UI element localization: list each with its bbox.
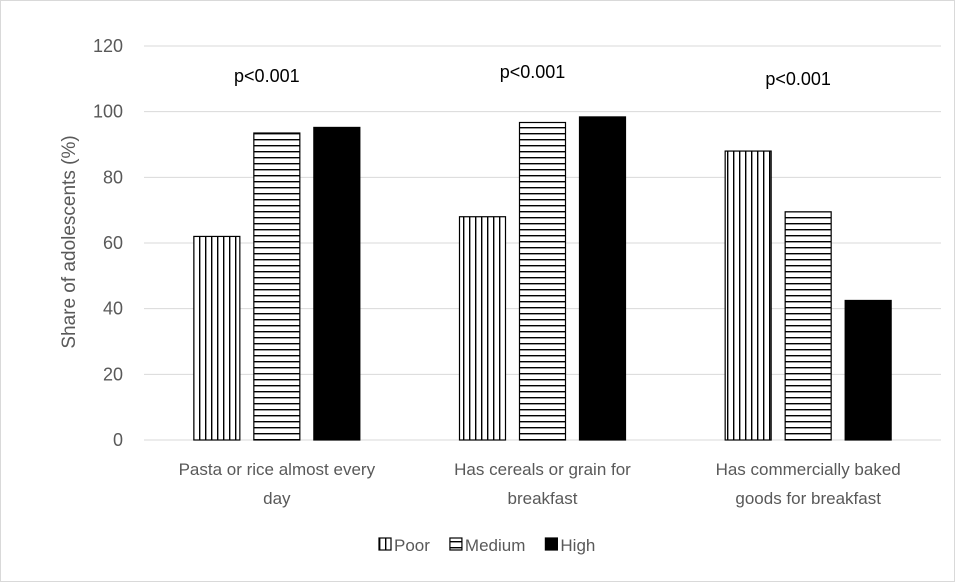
legend-swatch-poor xyxy=(378,537,392,551)
x-category-label: Pasta or rice almost every xyxy=(179,460,376,479)
legend-label-high: High xyxy=(560,536,595,555)
p-value-label: p<0.001 xyxy=(234,66,300,86)
x-category-label: goods for breakfast xyxy=(735,489,881,508)
y-tick-label: 60 xyxy=(103,233,123,253)
legend-label-medium: Medium xyxy=(465,536,525,555)
bar-high-1 xyxy=(313,126,361,441)
bar-poor-2 xyxy=(458,216,507,441)
legend-swatch-high xyxy=(544,537,558,551)
y-tick-label: 80 xyxy=(103,167,123,187)
y-axis-label: Share of adolescents (%) xyxy=(59,135,80,348)
legend-swatch-medium xyxy=(449,537,463,551)
bar-poor-1 xyxy=(193,235,241,441)
legend: Poor Medium High xyxy=(378,536,595,555)
legend-label-poor: Poor xyxy=(394,536,430,555)
bar-poor-3 xyxy=(724,150,772,441)
y-tick-label: 20 xyxy=(103,364,123,384)
y-tick-label: 120 xyxy=(93,36,123,56)
p-value-label: p<0.001 xyxy=(765,69,831,89)
bar-high-2 xyxy=(578,116,627,441)
y-tick-label: 40 xyxy=(103,299,123,319)
bar-medium-1 xyxy=(253,132,301,441)
x-category-label: breakfast xyxy=(508,489,578,508)
bars xyxy=(193,116,892,441)
p-value-annotations: p<0.001 p<0.001 p<0.001 xyxy=(234,62,831,89)
bar-medium-3 xyxy=(784,211,832,441)
category-labels: Pasta or rice almost every day Has cereals… xyxy=(179,460,901,508)
x-category-label: day xyxy=(263,489,291,508)
x-category-label: Has commercially baked xyxy=(716,460,901,479)
y-tick-label: 0 xyxy=(113,430,123,450)
bar-high-3 xyxy=(844,299,892,441)
bar-medium-2 xyxy=(518,121,567,441)
y-axis-ticks: 0 20 40 60 80 100 120 xyxy=(93,36,123,450)
x-category-label: Has cereals or grain for xyxy=(454,460,631,479)
p-value-label: p<0.001 xyxy=(500,62,566,82)
y-tick-label: 100 xyxy=(93,102,123,122)
